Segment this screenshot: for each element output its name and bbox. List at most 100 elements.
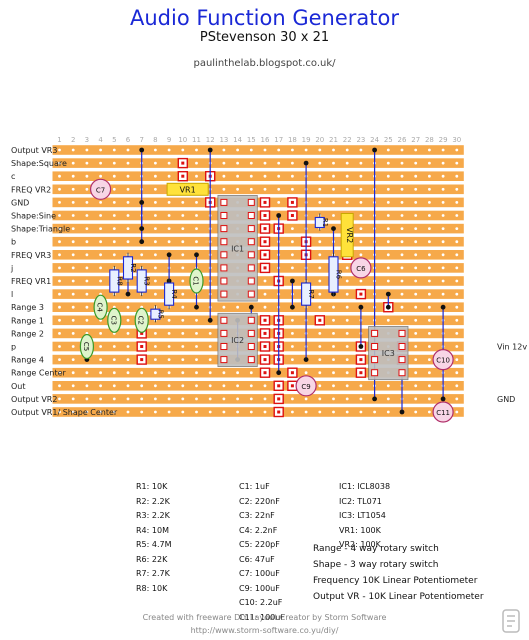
strip-hole [195,201,198,204]
copper-strip [52,381,464,391]
strip-hole [414,214,418,217]
ic-pin [247,329,255,337]
strip-hole [99,240,102,244]
footer-credit: Created with freeware DIY Layout Creator… [142,613,387,622]
strip-hole [345,371,349,375]
strip-hole [318,371,322,375]
column-number: 19 [302,136,311,144]
copper-strip [52,367,464,378]
strip-hole [181,227,185,231]
row-label: Range Center [11,369,67,378]
column-number: 8 [153,136,157,144]
strip-hole [428,266,431,270]
strip-hole [71,397,75,401]
strip-hole [85,266,89,270]
strip-hole [277,148,281,152]
parts-list-item: VR2: 100K [339,540,381,549]
strip-hole [386,410,390,414]
wire-end [372,147,377,153]
strip-hole [85,214,89,217]
parts-list-item: C9: 100uF [239,583,280,593]
strip-hole [181,410,185,414]
strip-hole [58,279,61,283]
track-cut-dot [359,292,363,296]
column-number: 9 [167,136,171,144]
strip-hole [71,332,75,335]
strip-hole [318,161,322,165]
track-cut-dot [359,358,363,362]
row-label: Out [11,382,26,391]
strip-hole [291,187,294,191]
strip-hole [345,358,349,361]
wire-end [372,396,377,402]
wire-end [440,396,446,402]
page-title: Audio Function Generator [129,6,399,30]
strip-hole [386,397,390,401]
strip-hole [167,371,171,375]
strip-hole [71,318,75,322]
strip-hole [85,292,89,296]
strip-hole [181,384,185,388]
strip-hole [359,174,363,178]
strip-hole [71,240,75,244]
strip-hole [126,332,130,335]
strip-hole [154,187,157,191]
strip-hole [222,148,226,152]
strip-hole [428,358,431,361]
strip-hole [99,345,102,348]
strip-hole [291,397,294,401]
ic-pin [247,212,255,219]
strip-hole [58,174,61,178]
strip-hole [291,174,294,178]
strip-hole [167,384,171,388]
strip-hole [441,292,445,296]
strip-hole [154,358,157,361]
row-label: c [11,172,15,181]
wire-end [358,304,364,310]
strip-hole [71,187,75,191]
ic-pin [247,264,255,272]
strip-hole [455,148,459,152]
strip-hole [236,384,240,388]
track-cut-dot [263,371,267,375]
strip-hole [71,253,75,257]
strip-hole [386,148,390,152]
resistor-body [301,282,312,306]
resistor-body [109,269,120,293]
strip-hole [140,253,144,257]
strip-hole [441,161,445,165]
strip-hole [455,384,459,388]
parts-list-item: R5: 4.7M [136,540,172,549]
strip-hole [99,148,102,152]
strip-hole [222,305,226,309]
strip-hole [400,214,404,217]
strip-hole [126,227,130,231]
strip-hole [222,384,226,388]
strip-hole [428,305,431,309]
strip-hole [318,358,322,361]
copper-strip [52,354,464,365]
strip-hole [85,174,89,178]
row-label: Range 4 [11,356,44,365]
strip-hole [167,345,171,348]
strip-hole [181,240,185,244]
row-label: Range 1 [11,316,44,325]
ic-pin [398,356,406,364]
strip-hole [195,371,198,375]
ic-pin [398,343,406,350]
strip-hole [85,318,89,322]
strip-hole [99,410,102,414]
track-cut-dot [140,331,144,335]
column-number: 17 [274,136,283,144]
strip-hole [126,187,130,191]
blog-url: paulinthelab.blogspot.co.uk/ [193,58,336,69]
strip-hole [99,384,102,388]
ic-pin [371,369,379,377]
strip-hole [277,187,281,191]
ic-pin [247,277,255,285]
strip-hole [332,214,335,217]
strip-hole [291,410,294,414]
strip-hole [263,292,267,296]
strip-hole [277,201,281,204]
parts-list-item: Shape - 3 way rotary switch [313,560,439,570]
